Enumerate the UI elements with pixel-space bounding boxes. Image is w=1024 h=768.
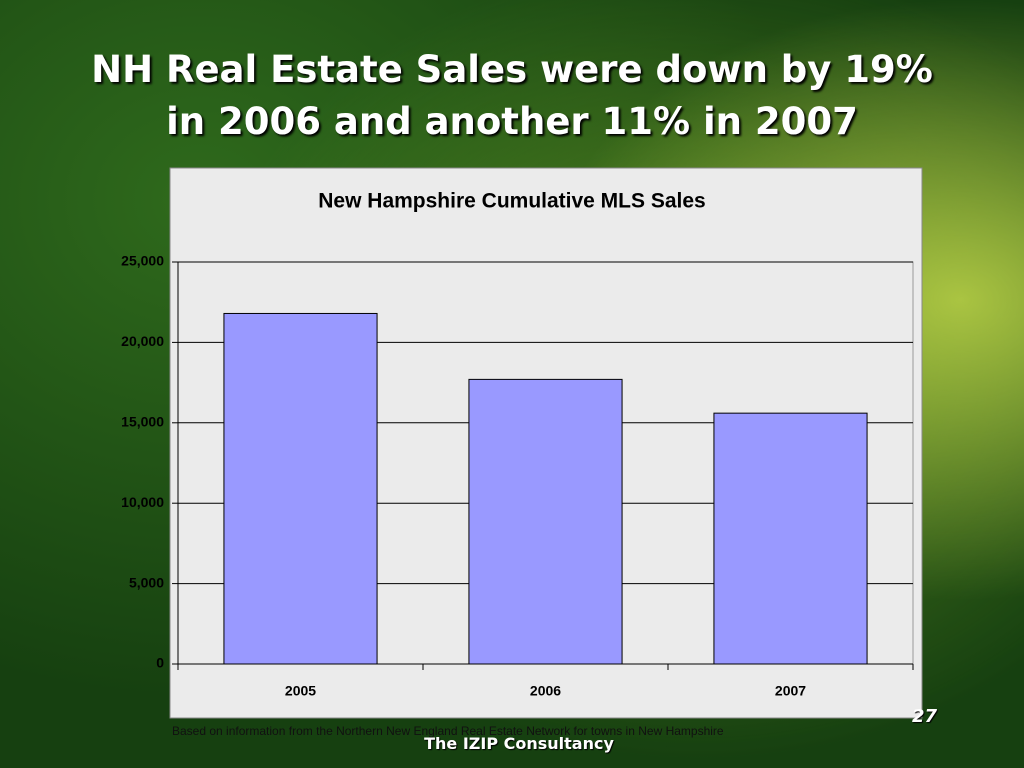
y-tick-label: 20,000 — [121, 333, 164, 349]
bar — [223, 312, 378, 665]
page-number: 27 — [912, 706, 938, 727]
bar — [468, 378, 623, 665]
footer: The IZIP Consultancy — [424, 734, 614, 753]
slide-title: NH Real Estate Sales were down by 19% in… — [91, 48, 933, 143]
y-tick-label: 5,000 — [129, 574, 164, 590]
y-tick-label: 10,000 — [121, 494, 164, 510]
x-tick-label: 2005 — [285, 683, 316, 699]
y-tick-label: 0 — [156, 655, 164, 671]
bar — [713, 412, 868, 665]
y-tick-label: 15,000 — [121, 414, 164, 430]
x-tick-label: 2006 — [530, 683, 561, 699]
y-tick-label: 25,000 — [121, 253, 164, 269]
footnote: Based on information from the Northern N… — [172, 724, 724, 738]
x-tick-label: 2007 — [775, 683, 806, 699]
chart-title: New Hampshire Cumulative MLS Sales — [318, 190, 705, 213]
